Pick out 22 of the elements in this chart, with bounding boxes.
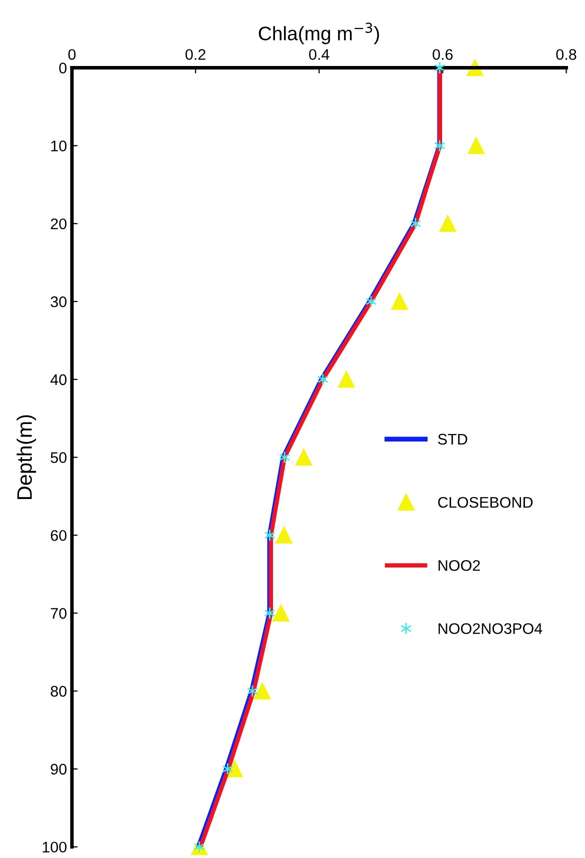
legend-label: NOO2 [438, 560, 480, 571]
y-tick-label: 100 [42, 842, 66, 853]
y-tick-label: 30 [50, 296, 66, 308]
legend-label: NOO2NO3PO4 [438, 623, 542, 634]
x-tick-label: 0.6 [432, 49, 453, 60]
y-tick-label: 40 [50, 374, 66, 386]
y-tick-label: 50 [50, 452, 66, 463]
y-tick-label: 60 [50, 530, 66, 541]
y-tick-label: 10 [51, 140, 66, 152]
y-tick-label: 80 [50, 686, 66, 697]
x-tick-label: 0 [68, 49, 76, 60]
y-tick-label: 0 [59, 62, 66, 74]
x-tick-label: 0.8 [556, 49, 576, 60]
x-axis-title: Chla(mg m$^{−3}$) [258, 22, 379, 44]
y-tick-label: 70 [50, 608, 66, 619]
y-tick-label: 20 [50, 218, 66, 230]
x-tick-label: 0.2 [186, 49, 206, 60]
y-tick-label: 90 [50, 764, 66, 775]
x-tick-label: 0.4 [309, 49, 330, 60]
legend-label: STD [438, 434, 468, 445]
y-axis-title: Depth(m) [16, 415, 36, 500]
legend-label: CLOSEBOND [438, 496, 533, 508]
